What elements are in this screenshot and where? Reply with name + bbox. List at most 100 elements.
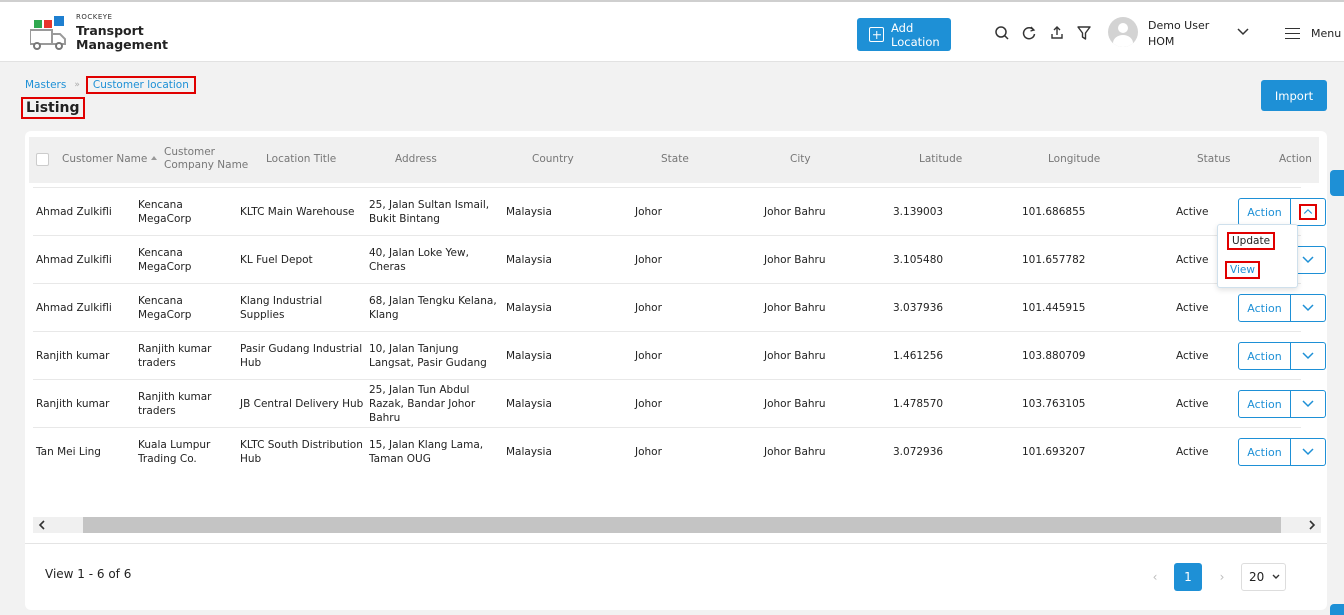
cell-title: KLTC South Distribution Hub <box>240 438 363 465</box>
update-menu-item[interactable]: Update <box>1227 232 1276 250</box>
cell-city: Johor Bahru <box>764 253 826 266</box>
breadcrumb: Masters » Customer location <box>25 76 196 94</box>
action-dropdown-toggle[interactable] <box>1291 390 1326 418</box>
action-button[interactable]: Action <box>1238 294 1291 322</box>
cell-lng: 103.763105 <box>1022 397 1086 410</box>
menu-button[interactable]: Menu <box>1285 27 1341 40</box>
action-dropdown-menu: Update View <box>1217 224 1298 288</box>
record-count: View 1 - 6 of 6 <box>45 567 132 581</box>
search-icon[interactable] <box>994 25 1010 41</box>
col-city: City <box>790 153 811 165</box>
upload-icon[interactable] <box>1049 25 1065 41</box>
action-button-group: Action <box>1238 390 1326 418</box>
cell-state: Johor <box>635 253 662 266</box>
cell-address: 10, Jalan Tanjung Langsat, Pasir Gudang <box>369 342 487 369</box>
col-state: State <box>661 153 689 165</box>
breadcrumb-separator-icon: » <box>74 80 80 90</box>
cell-state: Johor <box>635 445 662 458</box>
action-button[interactable]: Action <box>1238 390 1291 418</box>
user-info[interactable]: Demo User HOM <box>1148 18 1209 50</box>
cell-country: Malaysia <box>506 205 552 218</box>
select-all-checkbox[interactable] <box>36 153 49 166</box>
action-dropdown-toggle[interactable] <box>1291 246 1326 274</box>
view-menu-item[interactable]: View <box>1225 261 1260 279</box>
cell-status: Active <box>1176 205 1209 218</box>
cell-lng: 101.686855 <box>1022 205 1086 218</box>
col-latitude: Latitude <box>919 153 963 165</box>
breadcrumb-masters[interactable]: Masters <box>25 79 67 91</box>
table-row: Tan Mei Ling Kuala Lumpur Trading Co. KLTC … <box>33 427 1326 475</box>
col-company-name: Customer Company Name <box>164 146 249 171</box>
sort-icon[interactable] <box>151 156 158 160</box>
page-size-select[interactable]: 20 <box>1241 563 1286 591</box>
col-customer-name[interactable]: Customer Name <box>62 153 158 166</box>
cell-customer: Ranjith kumar <box>36 397 110 410</box>
top-bar: ROCKEYE Transport Management Add Locatio… <box>0 0 1344 62</box>
page-size-value: 20 <box>1249 570 1265 584</box>
add-location-button[interactable]: Add Location <box>857 18 951 51</box>
import-button[interactable]: Import <box>1261 80 1327 111</box>
app-brand: ROCKEYE Transport Management <box>76 14 168 52</box>
scroll-left-icon[interactable] <box>37 520 47 530</box>
brand-small: ROCKEYE <box>76 13 113 21</box>
prev-page-icon[interactable]: ‹ <box>1152 570 1158 584</box>
action-dropdown-toggle[interactable] <box>1291 198 1326 226</box>
col-address: Address <box>395 153 437 165</box>
next-page-icon[interactable]: › <box>1219 570 1225 584</box>
brand-title-line1: Transport <box>76 23 144 38</box>
cell-status: Active <box>1176 397 1209 410</box>
cell-lat: 3.139003 <box>893 205 944 218</box>
cell-title: Pasir Gudang Industrial Hub <box>240 342 363 369</box>
cell-address: 25, Jalan Tun Abdul Razak, Bandar Johor Ba… <box>369 383 476 424</box>
refresh-icon[interactable] <box>1021 25 1037 41</box>
cell-country: Malaysia <box>506 301 552 314</box>
cell-status: Active <box>1176 445 1209 458</box>
action-dropdown-toggle[interactable] <box>1291 342 1326 370</box>
side-drawer-tab-bottom[interactable] <box>1330 604 1344 615</box>
col-country: Country <box>532 153 574 165</box>
cell-title: JB Central Delivery Hub <box>240 397 364 410</box>
cell-state: Johor <box>635 397 662 410</box>
col-location-title: Location Title <box>266 153 337 165</box>
avatar[interactable] <box>1108 17 1138 47</box>
cell-country: Malaysia <box>506 253 552 266</box>
cell-lng: 103.880709 <box>1022 349 1086 362</box>
table-row: Ahmad Zulkifli Kencana MegaCorp KLTC Main W… <box>33 187 1326 235</box>
action-dropdown-toggle[interactable] <box>1291 294 1326 322</box>
cell-status: Active <box>1176 301 1209 314</box>
cell-lat: 1.461256 <box>893 349 944 362</box>
cell-status: Active <box>1176 349 1209 362</box>
action-dropdown-toggle[interactable] <box>1291 438 1326 466</box>
breadcrumb-customer-location[interactable]: Customer location <box>85 76 196 94</box>
filter-icon[interactable] <box>1076 25 1092 41</box>
page-number[interactable]: 1 <box>1174 563 1202 591</box>
cell-company: Ranjith kumar traders <box>138 342 212 369</box>
chevron-down-icon[interactable] <box>1237 28 1249 36</box>
action-button-group: Action <box>1238 342 1326 370</box>
side-drawer-tab[interactable] <box>1330 170 1344 196</box>
action-button[interactable]: Action <box>1238 438 1291 466</box>
scrollbar-thumb[interactable] <box>83 517 1281 533</box>
cell-city: Johor Bahru <box>764 445 826 458</box>
table-row: Ahmad Zulkifli Kencana MegaCorp KL Fuel Dep… <box>33 235 1326 283</box>
chevron-down-icon <box>1302 352 1314 360</box>
cell-address: 68, Jalan Tengku Kelana, Klang <box>369 294 497 321</box>
action-button-group: Action <box>1238 438 1326 466</box>
chevron-down-icon <box>1272 574 1280 579</box>
action-button[interactable]: Action <box>1238 198 1291 226</box>
menu-label: Menu <box>1311 27 1342 40</box>
table-header: Customer Name Customer Company Name Locat… <box>29 137 1319 183</box>
cell-title: Klang Industrial Supplies <box>240 294 323 321</box>
cell-city: Johor Bahru <box>764 349 826 362</box>
action-button-group: Action <box>1238 198 1326 226</box>
scroll-right-icon[interactable] <box>1307 520 1317 530</box>
cell-lng: 101.657782 <box>1022 253 1086 266</box>
horizontal-scrollbar[interactable] <box>33 517 1321 533</box>
table-row: Ranjith kumar Ranjith kumar traders Pasir G… <box>33 331 1326 379</box>
user-name: Demo User <box>1148 19 1210 32</box>
cell-title: KLTC Main Warehouse <box>240 205 355 218</box>
action-button-group: Action <box>1238 294 1326 322</box>
action-button[interactable]: Action <box>1238 342 1291 370</box>
cell-country: Malaysia <box>506 349 552 362</box>
cell-address: 25, Jalan Sultan Ismail, Bukit Bintang <box>369 198 490 225</box>
